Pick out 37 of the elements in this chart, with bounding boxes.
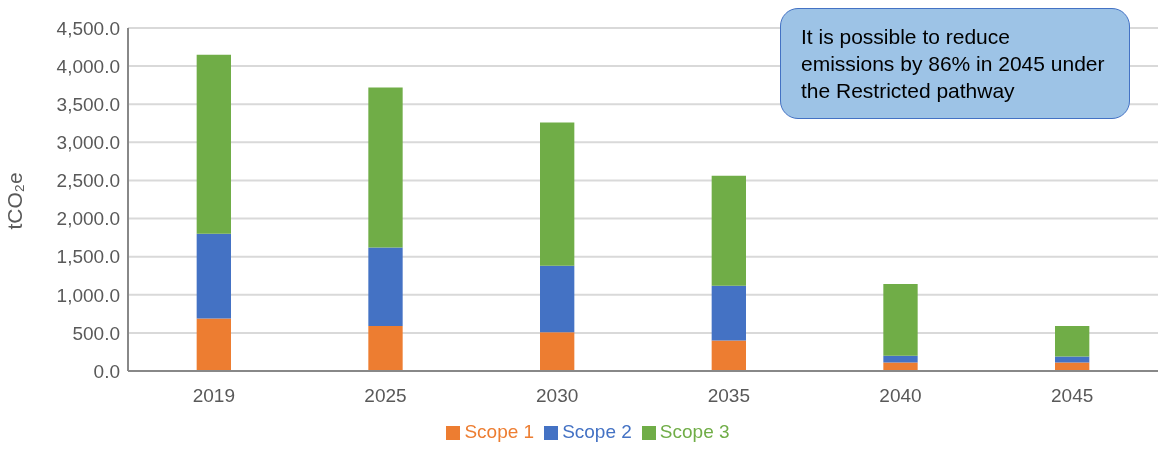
bar	[711, 175, 746, 286]
y-tick-label: 2,000.0	[56, 208, 120, 230]
y-tick-label: 2,500.0	[56, 170, 120, 192]
bar	[368, 247, 403, 327]
annotation: It is possible to reduce emissions by 86% in 2045 under the Restricted pathway	[780, 8, 1130, 119]
x-tick-label: 2045	[1051, 385, 1094, 407]
bar	[368, 326, 403, 371]
bar	[540, 122, 575, 266]
y-tick-label: 3,500.0	[56, 93, 120, 115]
y-tick-label: 3,000.0	[56, 132, 120, 154]
legend-label: Scope 3	[659, 421, 730, 442]
bar	[196, 54, 231, 234]
y-tick-label: 4,500.0	[56, 17, 120, 39]
y-tick-label: 0.0	[93, 360, 120, 382]
x-tick-label: 2040	[879, 385, 922, 407]
bar	[711, 340, 746, 371]
legend-label: Scope 1	[464, 421, 535, 442]
bar	[883, 284, 918, 356]
x-tick-label: 2035	[707, 385, 750, 407]
bar	[1055, 326, 1090, 357]
bar	[196, 318, 231, 371]
bar	[711, 285, 746, 341]
bar	[540, 332, 575, 371]
bar	[1055, 356, 1090, 363]
y-tick-label: 1,000.0	[56, 284, 120, 306]
bar	[368, 87, 403, 248]
y-tick-label: 4,000.0	[56, 55, 120, 77]
x-tick-label: 2030	[536, 385, 579, 407]
y-tick-label: 500.0	[72, 322, 120, 344]
legend-label: Scope 2	[562, 421, 632, 442]
x-tick-label: 2019	[192, 385, 235, 407]
bar	[540, 265, 575, 333]
bar	[196, 233, 231, 319]
y-tick-label: 1,500.0	[56, 246, 120, 268]
x-tick-label: 2025	[364, 385, 407, 407]
y-axis-title: tCO₂e	[3, 172, 27, 230]
bar	[883, 355, 918, 363]
